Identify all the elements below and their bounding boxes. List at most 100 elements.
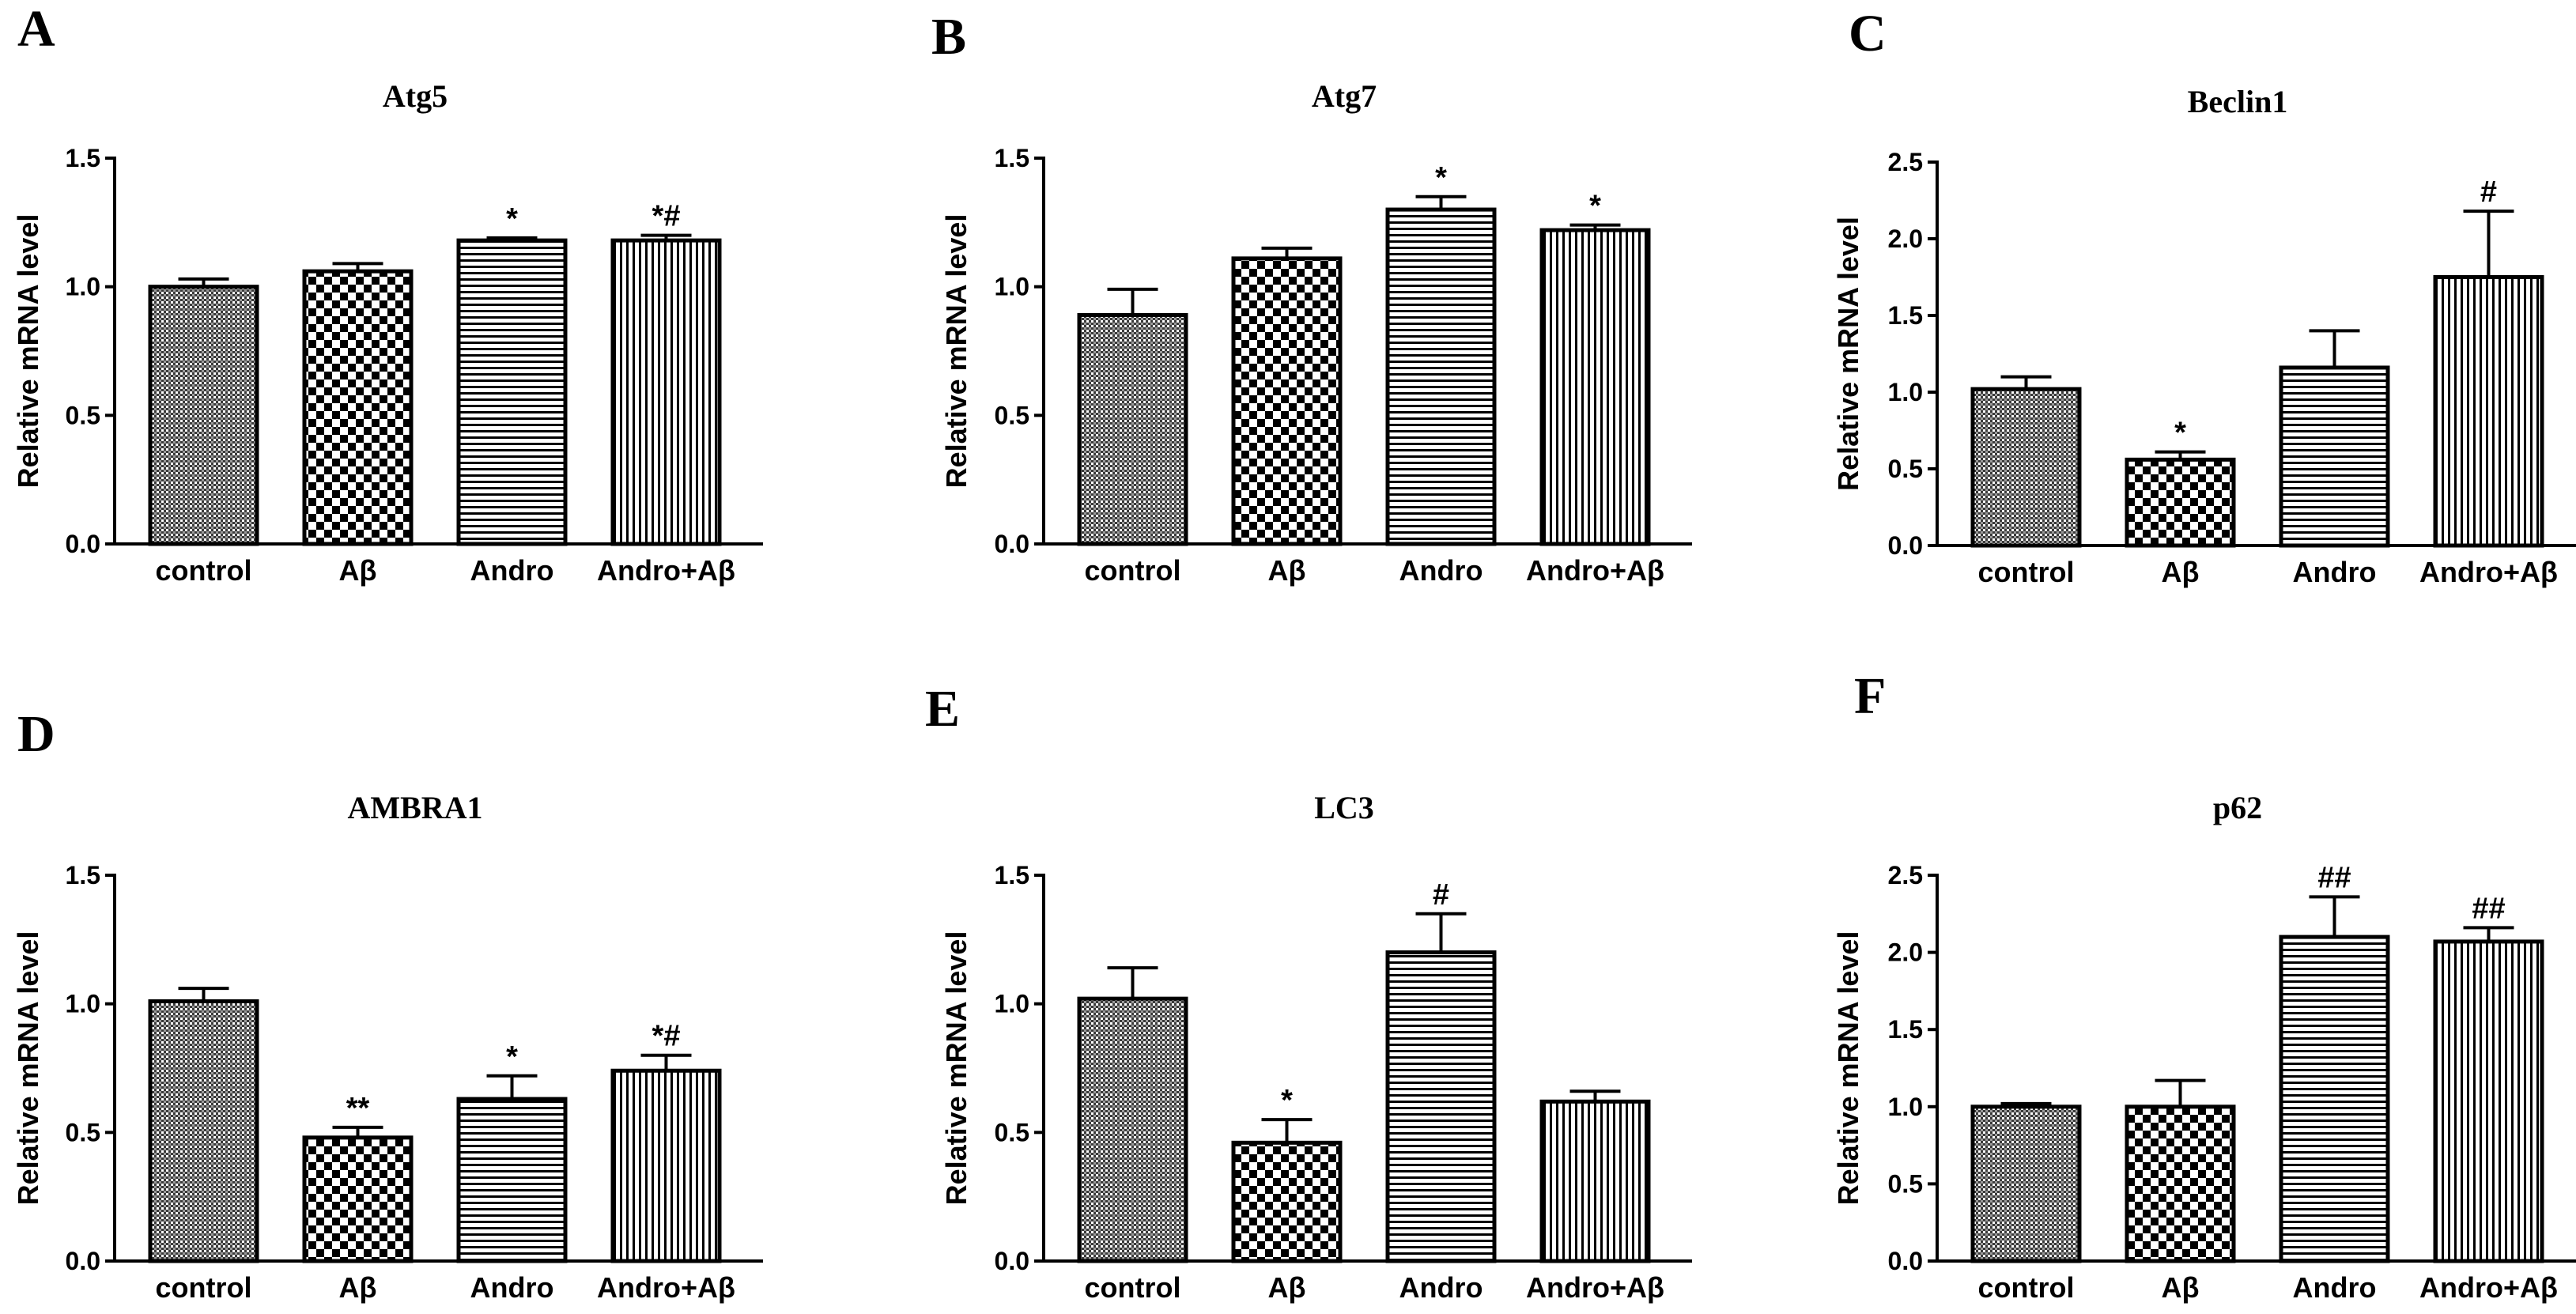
chart-panel-d: D AMBRA1 Relative mRNA level 0.0 0.5 1.0 1.5 co… [12, 705, 763, 1304]
y-tick-label: 1.5 [66, 861, 100, 889]
y-tick-label: 1.5 [995, 861, 1029, 889]
bar-a-3 [610, 238, 722, 546]
y-tick-label: 2.0 [1888, 938, 1923, 967]
bar-b-2 [1385, 207, 1497, 546]
x-tick-label: Andro [2293, 556, 2377, 588]
x-tick-label: Andro [1399, 554, 1483, 587]
y-tick-label: 1.0 [1888, 1093, 1923, 1121]
significance-label: * [506, 1040, 518, 1074]
y-tick-label: 1.5 [1888, 1015, 1923, 1044]
y-tick-label: 0.0 [66, 530, 100, 558]
chart-panel-c: C Beclin1 Relative mRNA level 0.0 0.5 1.0 1.5 2… [1832, 5, 2576, 588]
y-tick-label: 0.0 [66, 1247, 100, 1275]
bar-f-1 [2125, 1104, 2236, 1263]
panel-letter: D [17, 705, 55, 763]
y-tick-label: 0.5 [995, 1118, 1029, 1146]
x-tick-label: control [1085, 554, 1181, 587]
significance-label: ** [346, 1092, 370, 1125]
x-tick-label: control [156, 554, 252, 587]
x-tick-label: Andro+Aβ [2419, 1271, 2558, 1304]
bar-a-2 [456, 238, 568, 546]
significance-label: * [1281, 1084, 1293, 1117]
x-tick-label: control [1978, 1271, 2075, 1304]
panel-letter: F [1854, 667, 1886, 725]
x-tick-label: Aβ [339, 1271, 377, 1304]
bar-f-3 [2433, 939, 2544, 1263]
y-tick-label: 2.0 [1888, 225, 1923, 253]
bar-d-3 [610, 1068, 722, 1263]
panel-letter: A [17, 0, 55, 58]
y-tick-label: 0.5 [995, 401, 1029, 429]
y-tick-label: 0.0 [1888, 1247, 1923, 1275]
significance-label: *# [652, 1020, 681, 1053]
y-tick-label: 0.5 [66, 1118, 100, 1146]
x-tick-label: Aβ [1268, 554, 1306, 587]
y-tick-label: 0.0 [995, 530, 1029, 558]
y-tick-label: 2.5 [1888, 861, 1923, 889]
bar-b-3 [1539, 228, 1651, 546]
bar-e-3 [1539, 1099, 1651, 1263]
bar-f-0 [1970, 1104, 2082, 1263]
bar-c-1 [2125, 457, 2236, 548]
significance-label: * [1435, 161, 1447, 194]
y-tick-label: 0.5 [66, 401, 100, 429]
y-axis-label: Relative mRNA level [940, 931, 973, 1206]
chart-title: p62 [2213, 790, 2262, 825]
significance-label: * [2174, 417, 2186, 450]
bar-f-2 [2279, 935, 2390, 1263]
y-tick-label: 1.0 [66, 990, 100, 1018]
y-axis-label: Relative mRNA level [940, 214, 973, 489]
significance-label: * [506, 202, 518, 236]
bar-c-2 [2279, 365, 2390, 548]
bar-a-0 [148, 285, 259, 546]
bar-d-0 [148, 999, 259, 1263]
bar-e-2 [1385, 950, 1497, 1263]
y-axis-label: Relative mRNA level [12, 214, 44, 489]
x-tick-label: control [1085, 1271, 1181, 1304]
panel-letter: B [931, 8, 966, 66]
significance-label: *# [652, 200, 681, 233]
x-tick-label: Andro [2293, 1271, 2377, 1304]
x-tick-label: Aβ [1268, 1271, 1306, 1304]
bar-c-3 [2433, 275, 2544, 548]
bar-d-1 [302, 1135, 414, 1263]
y-tick-label: 1.5 [66, 144, 100, 172]
chart-title: LC3 [1314, 790, 1374, 825]
bar-d-2 [456, 1097, 568, 1263]
bar-e-0 [1077, 996, 1188, 1263]
chart-panel-a: A Atg5 Relative mRNA level 0.0 0.5 1.0 1.5 cont… [12, 0, 763, 587]
significance-label: * [1589, 190, 1601, 223]
bar-b-1 [1231, 256, 1343, 546]
bar-e-1 [1231, 1140, 1343, 1263]
y-tick-label: 0.5 [1888, 1169, 1923, 1198]
y-axis-label: Relative mRNA level [12, 931, 44, 1206]
x-tick-label: control [156, 1271, 252, 1304]
panel-letter: C [1849, 5, 1887, 62]
x-tick-label: Aβ [339, 554, 377, 587]
significance-label: # [2480, 176, 2497, 209]
x-tick-label: Andro+Aβ [597, 554, 735, 587]
significance-label: ## [2472, 892, 2505, 925]
y-tick-label: 1.5 [1888, 301, 1923, 330]
x-tick-label: Andro+Aβ [2419, 556, 2558, 588]
y-tick-label: 1.0 [995, 273, 1029, 301]
y-axis-label: Relative mRNA level [1832, 217, 1864, 491]
bar-a-1 [302, 269, 414, 546]
chart-title: AMBRA1 [347, 790, 482, 825]
x-tick-label: Andro [470, 1271, 554, 1304]
y-tick-label: 1.0 [995, 990, 1029, 1018]
x-tick-label: Aβ [2162, 1271, 2200, 1304]
y-tick-label: 0.0 [1888, 531, 1923, 560]
x-tick-label: Andro [1399, 1271, 1483, 1304]
bar-c-0 [1970, 387, 2082, 548]
x-tick-label: control [1978, 556, 2075, 588]
x-tick-label: Andro [470, 554, 554, 587]
chart-title: Beclin1 [2188, 84, 2288, 119]
y-tick-label: 1.0 [1888, 378, 1923, 406]
chart-title: Atg5 [383, 78, 448, 114]
y-tick-label: 1.0 [66, 273, 100, 301]
panel-letter: E [925, 680, 960, 738]
chart-panel-e: E LC3 Relative mRNA level 0.0 0.5 1.0 1.5 contr… [925, 680, 1692, 1304]
